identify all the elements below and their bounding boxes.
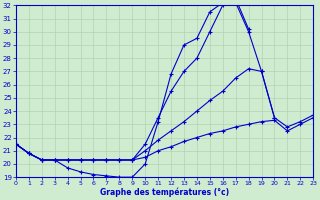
X-axis label: Graphe des températures (°c): Graphe des températures (°c) — [100, 188, 229, 197]
